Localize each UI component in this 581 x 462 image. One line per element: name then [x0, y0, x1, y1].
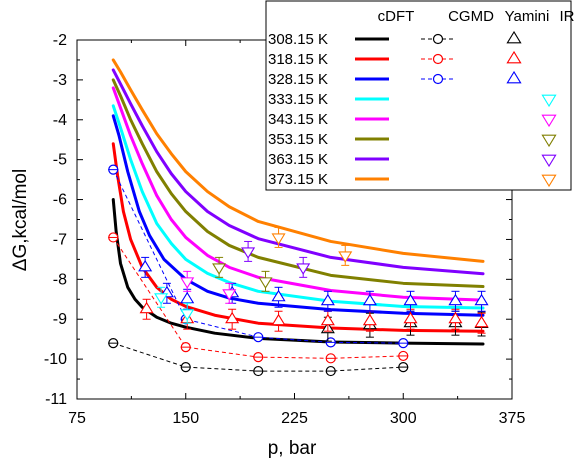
yamini-point	[474, 315, 489, 328]
ir-point	[180, 309, 195, 321]
cdft-series-373-15-K	[111, 58, 485, 263]
legend-cgmd-marker	[432, 73, 444, 85]
yamini-point	[225, 311, 240, 324]
legend-yamini-marker	[506, 30, 522, 44]
yamini-point	[448, 293, 463, 306]
cdft-series-353-15-K	[111, 78, 485, 289]
cdft-series-363-15-K	[111, 68, 485, 276]
ir-point	[241, 247, 256, 259]
legend-label: 363.15 K	[268, 151, 328, 168]
legend-label: 328.15 K	[268, 71, 328, 88]
legend-header: Yamini	[505, 8, 550, 25]
legend-ir-marker	[541, 94, 557, 108]
legend-ir-marker	[541, 174, 557, 188]
legend-ir-marker	[541, 134, 557, 148]
legend-ir-marker	[541, 114, 557, 128]
yamini-point	[139, 301, 154, 314]
x-axis-label: p, bar	[268, 438, 317, 459]
legend-header: cDFT	[378, 8, 415, 25]
x-tick-label: 375	[499, 410, 526, 427]
yamini-point	[448, 311, 463, 324]
y-tick-label: -4	[53, 112, 67, 129]
legend-label: 308.15 K	[268, 31, 328, 48]
legend-header: CGMD	[448, 8, 494, 25]
yamini-point	[320, 293, 335, 306]
legend-label: 343.15 K	[268, 111, 328, 128]
cgmd-layer	[108, 164, 409, 377]
legend-box	[265, 0, 572, 191]
x-tick-label: 300	[390, 410, 417, 427]
y-tick-label: -7	[53, 231, 67, 248]
ir-point	[271, 233, 286, 245]
cdft-series-343-15-K	[111, 86, 485, 302]
legend-label: 333.15 K	[268, 91, 328, 108]
y-tick-label: -11	[45, 391, 67, 408]
y-tick-label: -9	[53, 311, 67, 328]
x-tick-label: 75	[68, 410, 86, 427]
y-tick-label: -3	[53, 72, 67, 89]
ir-point	[154, 293, 169, 305]
cdft-series-308-15-K	[111, 198, 485, 346]
legend: cDFT CGMD Yamini IR 308.15 K 318.15 K 328.15 K…	[268, 8, 575, 188]
legend-ir-marker	[541, 154, 557, 168]
axis-ticks: 75 150 225 300 375 -11 -10 -9 -8 -7 -6 -5 -4 -3 -2	[44, 32, 526, 427]
ir-point	[258, 277, 273, 289]
legend-yamini-marker	[506, 50, 522, 64]
yamini-point	[474, 293, 489, 306]
ir-point	[212, 263, 227, 275]
y-axis-label: ΔG,kcal/mol	[10, 169, 31, 271]
yamini-point	[271, 313, 286, 326]
y-tick-label: -10	[44, 351, 67, 368]
yamini-point	[403, 311, 418, 324]
x-tick-label: 150	[172, 410, 199, 427]
ir-layer	[154, 226, 353, 324]
yamini-point	[180, 291, 195, 304]
x-tick-label: 225	[281, 410, 308, 427]
ir-point	[180, 277, 195, 289]
legend-label: 373.15 K	[268, 171, 328, 188]
y-tick-label: -6	[53, 192, 67, 209]
ir-point	[222, 289, 237, 301]
legend-yamini-marker	[506, 70, 522, 84]
yamini-point	[320, 313, 335, 326]
yamini-point	[138, 259, 153, 272]
yamini-point	[271, 289, 286, 302]
y-tick-label: -2	[53, 32, 67, 49]
legend-header: IR	[560, 8, 575, 25]
ir-point	[338, 251, 353, 263]
yamini-point	[362, 293, 377, 306]
legend-label: 318.15 K	[268, 51, 328, 68]
yamini-layer	[138, 256, 489, 342]
legend-cgmd-marker	[432, 33, 444, 45]
legend-label: 353.15 K	[268, 131, 328, 148]
y-tick-label: -8	[53, 271, 67, 288]
yamini-point	[362, 313, 377, 326]
y-tick-label: -5	[53, 152, 67, 169]
ir-point	[296, 263, 311, 275]
yamini-point	[403, 293, 418, 306]
legend-cgmd-marker	[432, 53, 444, 65]
